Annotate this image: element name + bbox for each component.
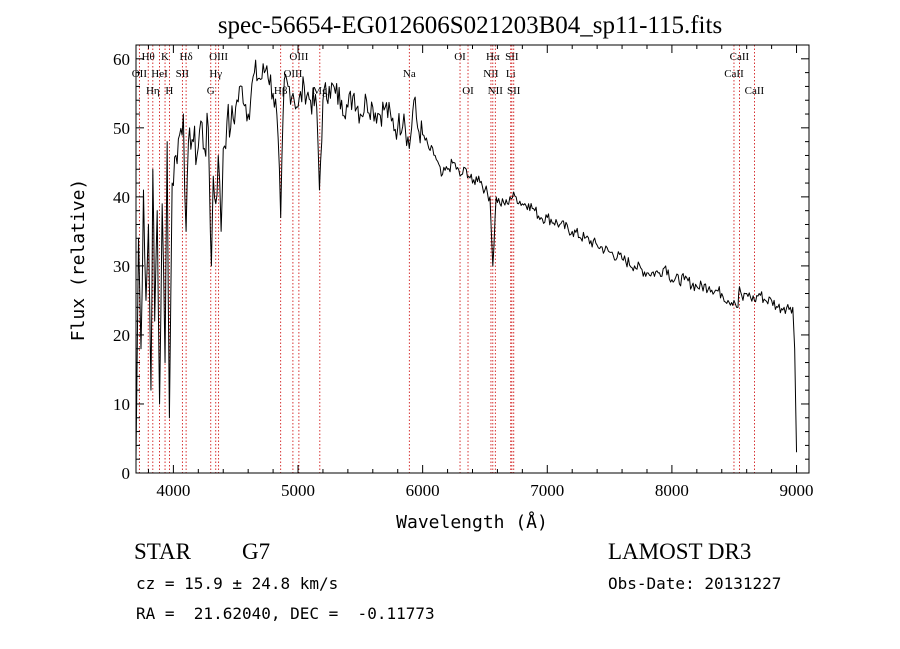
- line-mark-label-2: Hη: [146, 85, 160, 97]
- line-mark-label-7: Hδ: [180, 51, 193, 63]
- emission-line-markers: OIIHθHηHeIKHSIIHδGHγOIIIHβOIIIOIIIMgNaOI…: [132, 45, 765, 473]
- y-axis-label: Flux (relative): [68, 179, 89, 342]
- line-mark-label-0: OII: [132, 68, 148, 80]
- y-tick-label-4: 40: [113, 188, 130, 207]
- classification-label: STAR: [134, 539, 191, 564]
- coordinates-label: RA = 21.62040, DEC = -0.11773: [136, 604, 435, 623]
- line-mark-label-25: CaII: [730, 51, 750, 63]
- line-mark-label-19: Hα: [486, 51, 500, 63]
- x-tick-label-0: 4000: [156, 481, 190, 500]
- x-tick-label-2: 6000: [406, 481, 440, 500]
- line-mark-label-1: Hθ: [142, 51, 155, 63]
- line-mark-label-16: OI: [454, 51, 466, 63]
- line-mark-label-17: OI: [462, 85, 474, 97]
- line-mark-label-26: CaII: [745, 85, 765, 97]
- y-tick-label-2: 20: [113, 326, 130, 345]
- x-tick-label-1: 5000: [281, 481, 315, 500]
- spectrum-line: [135, 59, 798, 460]
- y-tick-label-3: 30: [113, 257, 130, 276]
- line-mark-label-6: SII: [176, 68, 190, 80]
- x-tick-label-4: 8000: [655, 481, 689, 500]
- line-mark-label-9: Hγ: [209, 68, 222, 80]
- axes: 4000 5000 6000 7000 8000 9000 0 10 20 30 40 50 60: [113, 45, 814, 500]
- line-mark-label-5: H: [165, 85, 173, 97]
- line-mark-label-22: SII: [505, 51, 519, 63]
- line-mark-label-3: HeI: [151, 68, 168, 80]
- line-mark-label-15: Na: [403, 68, 416, 80]
- line-mark-label-4: K: [161, 51, 169, 63]
- spectrum-series: [135, 59, 798, 460]
- obs-date-label: Obs-Date: 20131227: [608, 574, 782, 593]
- line-mark-label-18: NII: [483, 68, 499, 80]
- line-mark-label-8: G: [207, 85, 215, 97]
- line-mark-label-23: SII: [507, 85, 521, 97]
- redshift-label: cz = 15.9 ± 24.8 km/s: [136, 574, 339, 593]
- line-mark-label-21: Li: [506, 68, 516, 80]
- line-mark-label-24: CaII: [724, 68, 744, 80]
- subclass-label: G7: [242, 539, 271, 564]
- line-mark-label-13: OIII: [289, 51, 308, 63]
- x-axis-label: Wavelength (Å): [396, 511, 548, 533]
- y-tick-label-5: 50: [113, 119, 130, 138]
- line-mark-label-10: OIII: [209, 51, 228, 63]
- line-mark-label-20: NII: [488, 85, 504, 97]
- y-tick-label-0: 0: [122, 464, 131, 483]
- y-tick-label-6: 60: [113, 50, 130, 69]
- survey-label: LAMOST DR3: [608, 539, 752, 564]
- line-mark-label-11: Hβ: [274, 85, 288, 97]
- y-tick-label-1: 10: [113, 395, 130, 414]
- chart-title: spec-56654-EG012606S021203B04_sp11-115.f…: [218, 12, 722, 39]
- x-tick-label-3: 7000: [530, 481, 564, 500]
- x-tick-label-5: 9000: [780, 481, 814, 500]
- plot-frame: [135, 44, 810, 474]
- line-mark-label-12: OIII: [283, 68, 302, 80]
